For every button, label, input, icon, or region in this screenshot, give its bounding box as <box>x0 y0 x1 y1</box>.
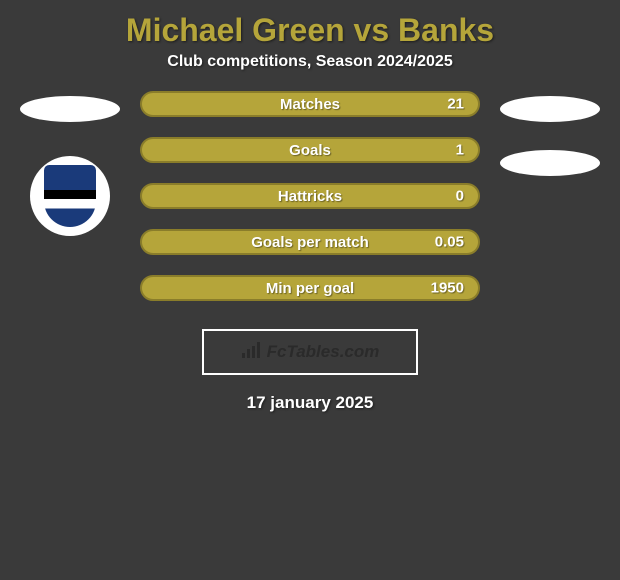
stat-value: 1950 <box>431 280 464 297</box>
stat-value: 1 <box>456 142 464 159</box>
player-ellipse-left <box>20 96 120 122</box>
stat-label: Goals per match <box>251 234 369 251</box>
stat-value: 21 <box>447 96 464 113</box>
stat-bar-goals-per-match: Goals per match 0.05 <box>140 229 480 255</box>
stat-label: Matches <box>280 96 340 113</box>
right-player-col <box>500 91 600 176</box>
player-ellipse-right-2 <box>500 150 600 176</box>
stat-label: Goals <box>289 142 331 159</box>
branding-text: FcTables.com <box>267 342 380 362</box>
stats-bars: Matches 21 Goals 1 Hattricks 0 Goals per… <box>140 91 480 301</box>
branding-box[interactable]: FcTables.com <box>202 329 418 375</box>
club-badge-icon <box>44 165 96 227</box>
date-text: 17 january 2025 <box>0 393 620 413</box>
stat-bar-matches: Matches 21 <box>140 91 480 117</box>
stat-bar-goals: Goals 1 <box>140 137 480 163</box>
chart-icon <box>241 341 263 364</box>
stat-value: 0 <box>456 188 464 205</box>
page-title: Michael Green vs Banks <box>0 0 620 53</box>
stat-bar-hattricks: Hattricks 0 <box>140 183 480 209</box>
comparison-layout: Matches 21 Goals 1 Hattricks 0 Goals per… <box>0 91 620 301</box>
club-badge-left <box>30 156 110 236</box>
left-player-col <box>20 91 120 236</box>
stat-bar-min-per-goal: Min per goal 1950 <box>140 275 480 301</box>
stat-value: 0.05 <box>435 234 464 251</box>
stat-label: Min per goal <box>266 280 354 297</box>
page-subtitle: Club competitions, Season 2024/2025 <box>0 53 620 91</box>
player-ellipse-right-1 <box>500 96 600 122</box>
stat-label: Hattricks <box>278 188 342 205</box>
